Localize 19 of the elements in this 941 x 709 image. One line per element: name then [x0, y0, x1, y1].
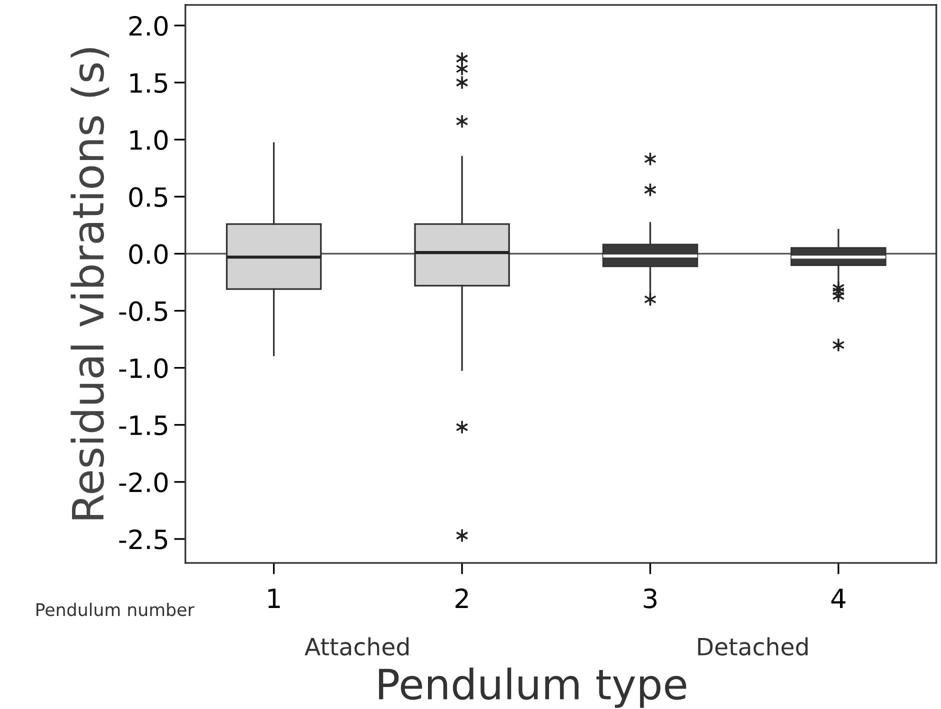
y-tick-label: 1.0	[130, 130, 168, 150]
y-tick-label: 1.5	[130, 73, 168, 93]
y-tick-label: 0.5	[129, 187, 168, 208]
text: Pendulum number	[36, 602, 194, 616]
x-tick-label: 4	[831, 588, 846, 608]
x-tick-label: 1	[268, 588, 280, 608]
y-axis-title: Residual vibrations (s)	[70, 48, 110, 520]
text: Detached	[698, 637, 808, 656]
y-tick-label: -0.5	[119, 301, 168, 322]
y-tick-label: -2.0	[119, 472, 168, 492]
x-tick-label: 2	[456, 588, 468, 608]
y-tick-label: 2.0	[129, 16, 168, 36]
x-tick-label: 3	[644, 588, 657, 608]
y-tick-label: -2.5	[119, 529, 168, 550]
y-tick-label: 0.0	[129, 244, 168, 264]
y-tick-label: -1.0	[119, 358, 168, 378]
x-axis-title: Pendulum type	[379, 668, 686, 708]
text: Attached	[304, 637, 409, 656]
y-tick-label: -1.5	[119, 416, 168, 436]
